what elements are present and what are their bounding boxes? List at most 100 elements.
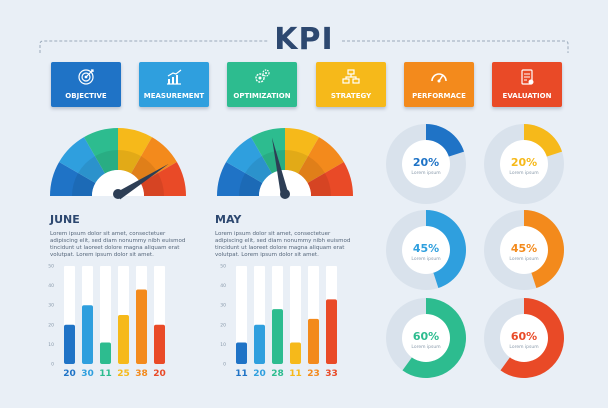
bar — [118, 315, 129, 364]
gears-icon — [227, 68, 297, 86]
may-heading: MAY — [215, 213, 242, 226]
page-title: KPI — [274, 22, 334, 57]
bar-track — [290, 266, 301, 364]
june-bar-chart: 0 10 20 30 40 50 20 30 11 25 38 20 — [48, 264, 166, 380]
category-button-objective[interactable]: OBJECTIVE — [51, 62, 121, 107]
bar — [290, 342, 301, 364]
may-bar-chart: 0 10 20 30 40 50 11 20 28 11 23 33 — [220, 264, 338, 380]
bar-value-label: 11 — [99, 369, 112, 379]
y-tick-label: 10 — [48, 342, 54, 348]
growth-chart-icon — [139, 68, 209, 86]
donut-percent-label: 45% — [413, 242, 439, 255]
gauge-segment — [118, 128, 152, 174]
category-label: OPTIMIZATION — [233, 92, 291, 100]
bar-value-label: 30 — [81, 369, 94, 379]
donut-center — [402, 226, 450, 274]
y-tick-label: 50 — [220, 264, 226, 270]
gauge-inner-band — [298, 156, 325, 183]
category-label: PERFORMACE — [412, 92, 466, 100]
donut-percent-label: 45% — [511, 242, 537, 255]
target-icon — [51, 68, 121, 86]
y-tick-label: 20 — [48, 322, 54, 328]
report-icon — [492, 68, 562, 86]
donut-sub-label: Lorem ipsum — [411, 170, 440, 176]
category-button-strategy[interactable]: STRATEGY — [316, 62, 386, 107]
bar-value-label: 20 — [63, 369, 76, 379]
gauge-may — [217, 128, 353, 199]
category-label: OBJECTIVE — [65, 92, 107, 100]
donut-center — [402, 314, 450, 362]
gauge-inner-band — [72, 173, 96, 196]
gauge-segment — [131, 137, 177, 183]
speedometer-icon — [404, 68, 474, 86]
gauge-inner-band — [245, 156, 272, 183]
bar — [236, 342, 247, 364]
donut-percent-label: 20% — [413, 156, 439, 169]
y-tick-label: 0 — [223, 362, 226, 368]
y-tick-label: 30 — [48, 303, 54, 309]
gauge-needle-pivot — [113, 189, 123, 199]
y-tick-label: 40 — [220, 283, 226, 289]
donut-sub-label: Lorem ipsum — [509, 170, 538, 176]
gauge-inner-band — [307, 173, 331, 196]
category-button-measurement[interactable]: MEASUREMENT — [139, 62, 209, 107]
bar — [82, 305, 93, 364]
gauge-segment — [50, 162, 96, 196]
y-tick-label: 30 — [220, 303, 226, 309]
y-tick-label: 20 — [220, 322, 226, 328]
header-divider — [39, 40, 569, 53]
bar-value-label: 20 — [253, 369, 266, 379]
bar — [272, 309, 283, 364]
gauge-segment — [307, 162, 353, 196]
gauge-inner-band — [95, 150, 118, 174]
bar-value-label: 23 — [307, 369, 320, 379]
gauge-segment — [298, 137, 344, 183]
bar-value-label: 20 — [153, 369, 166, 379]
donut-percent-label: 60% — [413, 330, 439, 343]
category-button-performace[interactable]: PERFORMACE — [404, 62, 474, 107]
category-label: EVALUATION — [502, 92, 552, 100]
june-heading: JUNE — [50, 213, 80, 226]
bar-value-label: 33 — [325, 369, 338, 379]
bar-track — [236, 266, 247, 364]
bar — [136, 289, 147, 364]
bar — [254, 324, 265, 364]
bar-value-label: 11 — [289, 369, 302, 379]
donut-center — [500, 140, 548, 188]
gauge-inner-band — [285, 150, 308, 174]
bar — [100, 342, 111, 364]
y-tick-label: 40 — [48, 283, 54, 289]
bar — [308, 318, 319, 364]
donut-sub-label: Lorem ipsum — [509, 344, 538, 350]
category-button-evaluation[interactable]: EVALUATION — [492, 62, 562, 107]
category-button-optimization[interactable]: OPTIMIZATION — [227, 62, 297, 107]
gauge-inner-band — [78, 156, 105, 183]
bar-value-label: 38 — [135, 369, 148, 379]
flowchart-icon — [316, 68, 386, 86]
gauge-inner-band — [239, 173, 263, 196]
gauge-segment — [59, 137, 105, 183]
may-paragraph: Lorem ipsum dolor sit amet, consectetuer… — [215, 231, 351, 258]
category-label: MEASUREMENT — [143, 92, 205, 100]
gauge-inner-band — [118, 150, 141, 174]
gauge-segment — [140, 162, 186, 196]
bar-value-label: 11 — [235, 369, 248, 379]
bar-value-label: 25 — [117, 369, 130, 379]
donut-sub-label: Lorem ipsum — [509, 256, 538, 262]
bar-track — [100, 266, 111, 364]
y-tick-label: 50 — [48, 264, 54, 270]
donut-center — [500, 226, 548, 274]
bar-value-label: 28 — [271, 369, 284, 379]
category-label: STRATEGY — [330, 92, 372, 100]
gauge-june — [50, 128, 186, 200]
donut-percent-label: 60% — [511, 330, 537, 343]
bar — [326, 299, 337, 364]
gauge-needle — [115, 163, 169, 200]
donut-center — [402, 140, 450, 188]
gauge-segment — [217, 162, 263, 196]
june-paragraph: Lorem ipsum dolor sit amet, consectetuer… — [50, 231, 186, 258]
y-tick-label: 0 — [51, 362, 54, 368]
donut-sub-label: Lorem ipsum — [411, 344, 440, 350]
donut-percent-label: 20% — [511, 156, 537, 169]
